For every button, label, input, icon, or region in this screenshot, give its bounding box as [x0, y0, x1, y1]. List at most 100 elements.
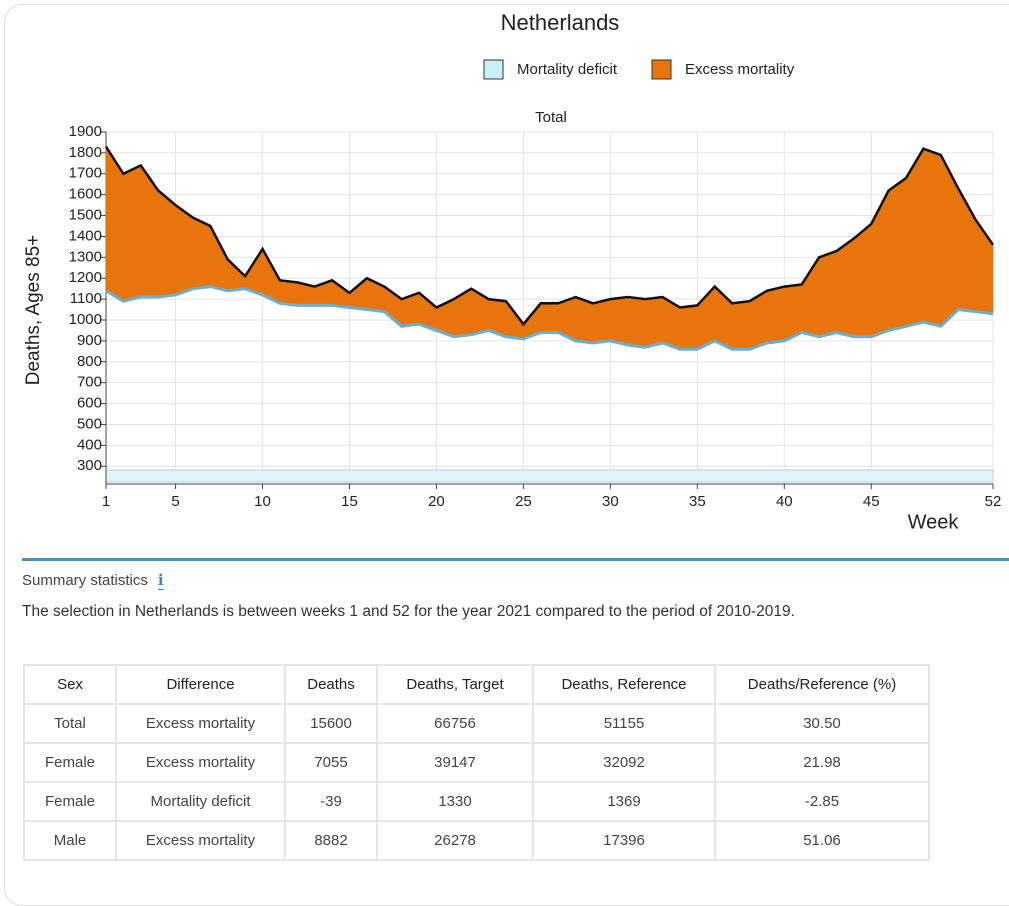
table-cell: 1330 [376, 781, 534, 822]
table-cell: 26278 [376, 820, 534, 861]
x-tick-label: 45 [863, 493, 880, 510]
table-cell: 39147 [376, 742, 534, 783]
header-cell: Deaths/Reference (%) [714, 664, 930, 705]
difference-area [331, 279, 350, 308]
y-tick-label: 400 [77, 436, 102, 453]
difference-area [210, 225, 228, 292]
difference-area [818, 250, 837, 338]
table-cell: 8882 [284, 820, 378, 861]
difference-area [453, 288, 472, 338]
difference-area [175, 204, 194, 296]
difference-area [627, 296, 646, 348]
x-tick-label: 1 [102, 493, 110, 510]
legend-label: Mortality deficit [517, 61, 618, 78]
table-cell: 51155 [532, 703, 716, 744]
x-tick-label: 25 [515, 493, 532, 510]
table-cell: -2.85 [714, 781, 930, 822]
legend-label: Excess mortality [685, 61, 795, 78]
y-tick-label: 1400 [69, 227, 102, 244]
header-cell: Sex [23, 664, 117, 705]
table-cell: Mortality deficit [115, 781, 286, 822]
y-tick-label: 1500 [69, 207, 102, 224]
x-tick-label: 15 [341, 493, 358, 510]
y-tick-label: 500 [77, 415, 102, 432]
x-axis-label: Week [908, 511, 960, 533]
table-row: Total Excess mortality 15600 66756 51155 30.5… [23, 703, 930, 744]
y-tick-label: 1600 [69, 186, 102, 203]
y-tick-label: 1900 [69, 123, 102, 140]
difference-area [349, 277, 368, 310]
x-tick-label: 35 [689, 493, 706, 510]
difference-area [610, 296, 629, 346]
summary-text: The selection in Netherlands is between … [22, 603, 795, 620]
x-tick-label: 20 [428, 493, 445, 510]
table-row: Female Excess mortality 7055 39147 32092 21.9… [23, 742, 930, 783]
table-cell: 21.98 [714, 742, 930, 783]
table-cell: 15600 [284, 703, 378, 744]
summary-title: Summary statistics [22, 572, 148, 589]
table-cell: 7055 [284, 742, 378, 783]
table-cell: Excess mortality [115, 742, 286, 783]
summary-table: Sex Difference Deaths Deaths, Target Deaths,… [23, 664, 930, 861]
difference-area [836, 238, 855, 338]
table-cell: 17396 [532, 820, 716, 861]
header-cell: Deaths, Target [376, 664, 534, 705]
difference-area [644, 296, 663, 348]
legend-swatch [651, 59, 672, 80]
table-cell: 1369 [532, 781, 716, 822]
difference-area [957, 187, 976, 312]
table-cell: -39 [284, 781, 378, 822]
y-tick-label: 300 [77, 457, 102, 474]
y-tick-label: 1700 [69, 165, 102, 182]
legend-swatch [483, 59, 504, 80]
x-tick-label: 40 [776, 493, 793, 510]
y-tick-label: 1800 [69, 144, 102, 161]
difference-area [940, 154, 959, 327]
deaths-line [104, 145, 995, 327]
difference-area [157, 189, 176, 298]
difference-area [766, 286, 785, 344]
y-tick-label: 600 [77, 395, 102, 412]
table-cell: Female [23, 781, 117, 822]
table-cell: Total [23, 703, 117, 744]
table-cell: Female [23, 742, 117, 783]
x-tick-label: 52 [985, 493, 1002, 510]
difference-area [540, 303, 559, 333]
difference-area [731, 300, 750, 350]
header-cell: Deaths, Reference [532, 664, 716, 705]
y-tick-label: 800 [77, 353, 102, 370]
difference-area [871, 190, 889, 338]
chart-title: Netherlands [501, 10, 620, 35]
y-tick-label: 900 [77, 332, 102, 349]
x-tick-label: 10 [254, 493, 271, 510]
table-row: Male Excess mortality 8882 26278 17396 51.06 [23, 820, 930, 861]
table-cell: Excess mortality [115, 820, 286, 861]
chart: Netherlands Total Deaths, Ages 85+ Week … [23, 10, 1002, 533]
difference-area [123, 165, 142, 302]
x-tick-label: 5 [171, 493, 179, 510]
chart-subtitle: Total [535, 109, 567, 126]
table-cell: 66756 [376, 703, 534, 744]
separator [22, 558, 1009, 561]
y-tick-label: 1300 [69, 248, 102, 265]
header-cell: Deaths [284, 664, 378, 705]
table-cell: 32092 [532, 742, 716, 783]
difference-area [888, 177, 907, 331]
table-cell: 30.50 [714, 703, 930, 744]
difference-area [592, 298, 611, 344]
difference-area [279, 280, 298, 306]
info-icon[interactable]: i [157, 571, 164, 590]
x-tick-label: 30 [602, 493, 619, 510]
table-row: Female Mortality deficit -39 1330 1369 -2.85 [23, 781, 930, 822]
y-tick-label: 1100 [70, 290, 102, 307]
table-cell: Excess mortality [115, 703, 286, 744]
header-row: Sex Difference Deaths Deaths, Target Deaths,… [23, 664, 930, 705]
difference-area [575, 296, 594, 344]
header-cell: Difference [115, 664, 286, 705]
difference-area [853, 223, 872, 337]
summary-heading: Summary statistics i [22, 571, 164, 590]
y-tick-label: 700 [77, 374, 102, 391]
y-tick-label: 1000 [69, 311, 102, 328]
difference-area [923, 148, 942, 327]
difference-area [470, 288, 489, 335]
